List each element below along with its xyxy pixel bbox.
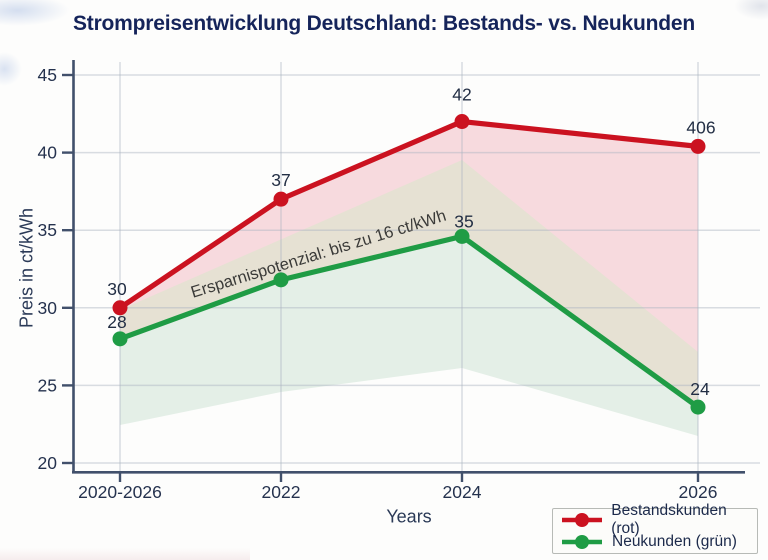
legend-dot-red [575,513,589,527]
line-bestandskunden [117,118,701,311]
point-label: 37 [271,170,290,190]
point-label: 24 [690,379,710,399]
data-point [690,138,706,154]
legend-marker-green-icon [562,535,602,549]
band-olive-overlap [120,160,698,408]
data-point [112,331,128,347]
legend-label-neukunden: Neukunden (grün) [612,533,737,550]
data-point [690,399,706,415]
axes [72,60,745,474]
legend-label-bestandskunden: Bestandskunden (rot) [611,502,727,537]
legend-marker-red-icon [562,513,602,527]
x-tick-label: 2024 [443,482,482,502]
data-point [454,114,470,130]
point-label: 30 [107,279,127,299]
y-tick-label: 30 [38,298,58,318]
tick-marks-and-labels: 20 25 30 35 40 45 2020-2026 2022 2024 2026 [38,65,718,502]
data-point [454,228,470,244]
data-point [112,300,128,316]
data-point [273,191,289,207]
point-label: 28 [107,312,126,332]
legend-item-neukunden: Neukunden (grün) [559,532,757,553]
x-tick-label: 2026 [679,482,718,502]
y-tick-label: 20 [38,453,58,473]
point-label: 35 [454,211,473,231]
band-pink [120,121,698,408]
x-tick-label: 2022 [262,482,301,502]
legend-item-bestandskunden: Bestandskunden (rot) [559,502,757,537]
data-point [273,272,289,288]
y-tick-label: 40 [38,143,58,163]
y-tick-label: 25 [38,375,57,395]
x-tick-label: 2020-2026 [78,482,162,502]
line-neukunden [117,233,701,410]
point-label: 42 [452,85,471,105]
gridlines [73,62,760,472]
legend: Bestandskunden (rot) Neukunden (grün) [552,502,758,554]
data-series [112,114,706,415]
y-tick-label: 35 [38,220,57,240]
legend-dot-green [575,535,589,549]
x-axis-title: Years [386,506,432,527]
point-label: 406 [686,117,715,137]
chart-title: Strompreisentwicklung Deutschland: Besta… [72,12,696,35]
y-tick-label: 45 [38,65,57,85]
point-labels: 30 37 42 406 28 35 24 [107,85,715,400]
